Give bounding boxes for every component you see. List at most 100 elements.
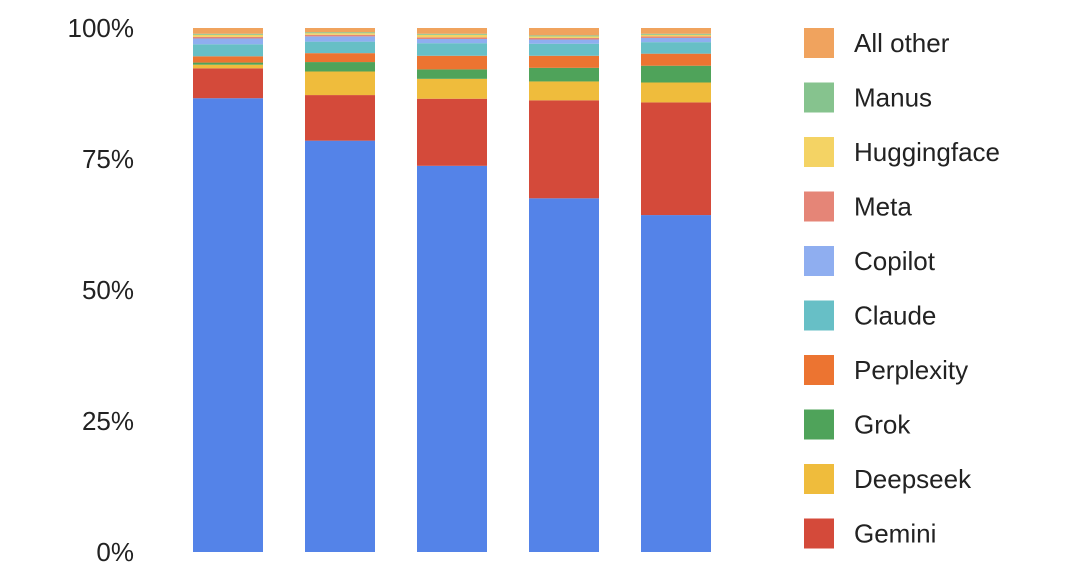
bar-segment-gemini bbox=[305, 95, 375, 141]
bar-segment-meta bbox=[529, 37, 599, 40]
legend-label: Huggingface bbox=[854, 137, 1000, 167]
bar-segment-perplexity bbox=[641, 53, 711, 66]
legend-swatch bbox=[804, 355, 834, 385]
bar-segment-chatgpt bbox=[193, 98, 263, 552]
bar-segment-copilot bbox=[641, 37, 711, 43]
bar-segment-chatgpt bbox=[305, 140, 375, 552]
bar-segment-perplexity bbox=[417, 55, 487, 70]
bar-segment-chatgpt bbox=[417, 165, 487, 552]
bar-segment-claude bbox=[305, 41, 375, 54]
bar-segment-copilot bbox=[193, 38, 263, 45]
legend-swatch bbox=[804, 246, 834, 276]
bar-segment-huggingface bbox=[529, 36, 599, 38]
legend-swatch bbox=[804, 300, 834, 331]
y-tick-label: 75% bbox=[82, 144, 134, 174]
bar-segment-meta bbox=[305, 34, 375, 37]
bar-segment-all-other bbox=[417, 28, 487, 34]
bar-segment-huggingface bbox=[641, 34, 711, 37]
legend-item-grok: Grok bbox=[804, 409, 911, 440]
legend-swatch bbox=[804, 518, 834, 549]
bar-segment-gemini bbox=[529, 100, 599, 199]
bar-segment-grok bbox=[193, 62, 263, 65]
bar-segment-grok bbox=[305, 62, 375, 72]
bar-stack-4 bbox=[529, 28, 599, 553]
legend-label: All other bbox=[854, 28, 950, 58]
bar-segment-deepseek bbox=[529, 81, 599, 101]
y-tick-label: 0% bbox=[96, 537, 134, 566]
legend-item-huggingface: Huggingface bbox=[804, 137, 1000, 167]
legend: All other Manus Huggingface Meta Copilot Clau… bbox=[804, 28, 1000, 549]
bar-segment-gemini bbox=[417, 98, 487, 166]
bar-segment-chatgpt bbox=[641, 215, 711, 552]
bar-segment-grok bbox=[641, 65, 711, 83]
legend-label: Meta bbox=[854, 192, 912, 222]
bar-segment-meta bbox=[641, 36, 711, 38]
bar-segment-manus bbox=[641, 33, 711, 35]
y-tick-label: 25% bbox=[82, 406, 134, 436]
legend-item-copilot: Copilot bbox=[804, 246, 936, 276]
bar-stack-3 bbox=[417, 28, 487, 552]
bar-segment-all-other bbox=[305, 28, 375, 33]
legend-swatch bbox=[804, 82, 834, 113]
legend-label: Gemini bbox=[854, 519, 936, 549]
y-axis: 0% 25% 50% 75% 100% bbox=[68, 13, 135, 566]
bar-segment-gemini bbox=[641, 102, 711, 216]
bar-segment-gemini bbox=[193, 68, 263, 99]
bar-segment-perplexity bbox=[529, 55, 599, 68]
legend-swatch bbox=[804, 28, 834, 58]
bar-segment-claude bbox=[417, 43, 487, 56]
bar-segment-all-other bbox=[529, 28, 599, 36]
legend-swatch bbox=[804, 191, 834, 222]
bar-segment-all-other bbox=[193, 28, 263, 34]
bars bbox=[193, 28, 711, 553]
legend-label: Perplexity bbox=[854, 355, 968, 385]
legend-item-manus: Manus bbox=[804, 82, 932, 113]
bar-segment-grok bbox=[417, 69, 487, 79]
legend-item-all-other: All other bbox=[804, 28, 950, 58]
bar-segment-copilot bbox=[305, 36, 375, 42]
bar-segment-claude bbox=[641, 42, 711, 54]
legend-swatch bbox=[804, 137, 834, 167]
legend-label: Claude bbox=[854, 301, 936, 331]
bar-segment-manus bbox=[305, 32, 375, 34]
legend-item-deepseek: Deepseek bbox=[804, 464, 972, 494]
bar-segment-claude bbox=[193, 44, 263, 57]
y-tick-label: 100% bbox=[68, 13, 135, 43]
bar-segment-huggingface bbox=[417, 34, 487, 38]
bar-segment-huggingface bbox=[193, 34, 263, 37]
legend-label: Copilot bbox=[854, 246, 936, 276]
legend-item-gemini: Gemini bbox=[804, 518, 936, 549]
bar-segment-perplexity bbox=[305, 53, 375, 63]
bar-segment-copilot bbox=[417, 39, 487, 44]
legend-item-perplexity: Perplexity bbox=[804, 355, 968, 385]
bar-segment-huggingface bbox=[305, 33, 375, 35]
legend-item-meta: Meta bbox=[804, 191, 912, 222]
legend-label: Manus bbox=[854, 83, 932, 113]
bar-segment-deepseek bbox=[641, 82, 711, 103]
bar-segment-manus bbox=[193, 33, 263, 35]
bar-segment-perplexity bbox=[193, 56, 263, 63]
bar-segment-all-other bbox=[641, 28, 711, 34]
bar-segment-meta bbox=[417, 37, 487, 40]
bar-segment-manus bbox=[417, 33, 487, 35]
bar-segment-deepseek bbox=[193, 64, 263, 69]
bar-segment-grok bbox=[529, 67, 599, 82]
bar-segment-deepseek bbox=[305, 71, 375, 96]
bar-segment-claude bbox=[529, 43, 599, 56]
bar-segment-deepseek bbox=[417, 78, 487, 99]
legend-swatch bbox=[804, 464, 834, 494]
bar-segment-meta bbox=[193, 36, 263, 39]
bar-segment-chatgpt bbox=[529, 198, 599, 553]
legend-label: Deepseek bbox=[854, 464, 972, 494]
y-tick-label: 50% bbox=[82, 275, 134, 305]
legend-swatch bbox=[804, 409, 834, 440]
bar-stack-5 bbox=[641, 28, 711, 552]
legend-item-claude: Claude bbox=[804, 300, 936, 331]
bar-stack-2 bbox=[305, 28, 375, 552]
bar-stack-1 bbox=[193, 28, 263, 552]
bar-segment-copilot bbox=[529, 39, 599, 44]
legend-label: Grok bbox=[854, 410, 911, 440]
bar-segment-manus bbox=[529, 35, 599, 37]
